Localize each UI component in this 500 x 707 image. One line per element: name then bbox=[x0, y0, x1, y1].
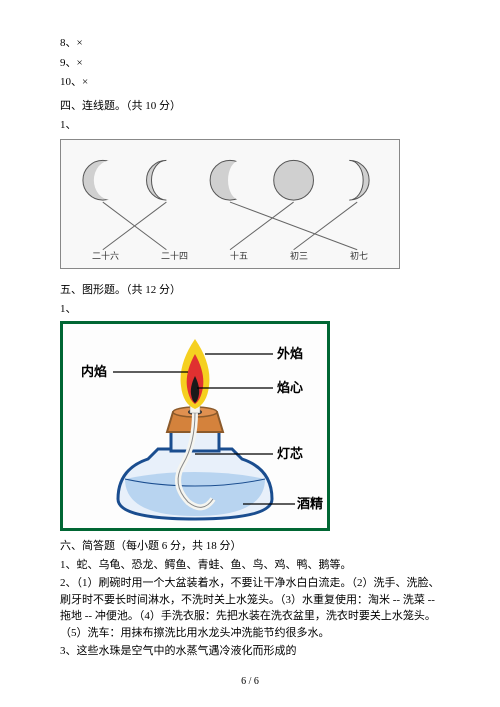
page-number: 6 / 6 bbox=[0, 676, 500, 687]
section6-a2: 2、（1）刷碗时用一个大盆装着水，不要让干净水白白流走。（2）洗手、洗脸、刷牙时… bbox=[60, 575, 440, 641]
section4-num: 1、 bbox=[60, 117, 440, 134]
section6-a3: 3、这些水珠是空气中的水蒸气遇冷液化而形成的 bbox=[60, 643, 440, 660]
moon-label-3: 十五 bbox=[230, 249, 248, 262]
moon-labels: 二十六 二十四 十五 初三 初七 bbox=[61, 249, 399, 262]
moon-label-5: 初七 bbox=[350, 249, 368, 262]
answer-10: 10、× bbox=[60, 74, 440, 91]
moon-label-4: 初三 bbox=[290, 249, 308, 262]
section6-title: 六、简答题（每小题 6 分，共 18 分） bbox=[60, 537, 440, 553]
moon-label-1: 二十六 bbox=[92, 249, 119, 262]
moon-label-2: 二十四 bbox=[161, 249, 188, 262]
lamp-figure: 内焰 外焰 焰心 灯芯 酒精 bbox=[60, 321, 330, 531]
label-outer-flame: 外焰 bbox=[276, 346, 303, 361]
moon-figure: 二十六 二十四 十五 初三 初七 bbox=[60, 139, 400, 269]
section6-a1: 1、蛇、乌龟、恐龙、鳄鱼、青蛙、鱼、鸟、鸡、鸭、鹅等。 bbox=[60, 557, 440, 574]
lamp-svg: 内焰 外焰 焰心 灯芯 酒精 bbox=[63, 324, 327, 528]
answer-8: 8、× bbox=[60, 35, 440, 52]
label-wick: 灯芯 bbox=[277, 446, 303, 461]
answer-9: 9、× bbox=[60, 55, 440, 72]
section5-title: 五、图形题。（共 12 分） bbox=[60, 281, 440, 297]
section4-title: 四、连线题。（共 10 分） bbox=[60, 97, 440, 113]
label-flame-core: 焰心 bbox=[277, 380, 303, 395]
label-alcohol: 酒精 bbox=[297, 496, 323, 511]
section5-num: 1、 bbox=[60, 301, 440, 318]
label-inner-flame: 内焰 bbox=[81, 364, 107, 379]
